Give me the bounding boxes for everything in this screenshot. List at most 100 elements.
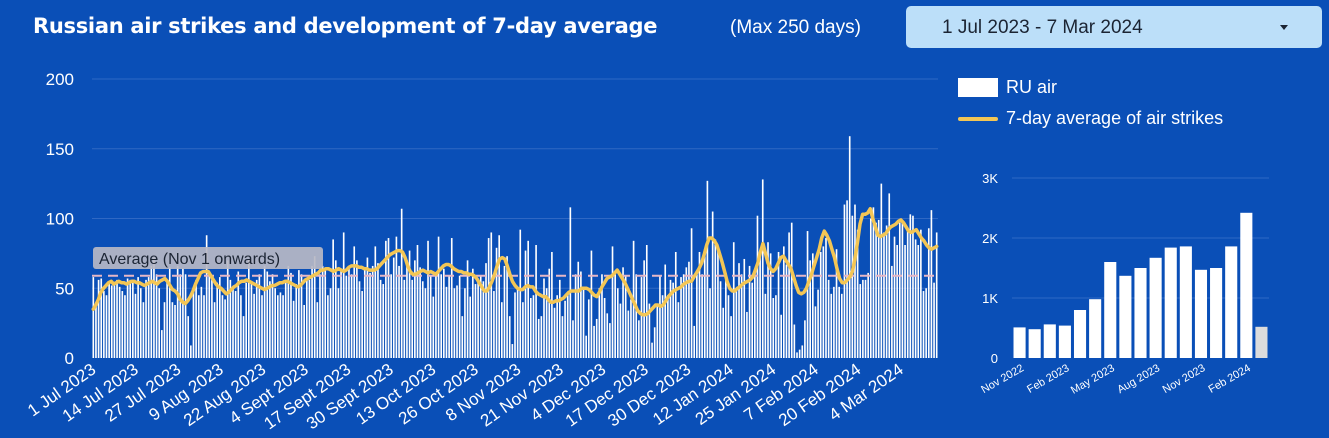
strike-bar (466, 260, 469, 358)
strike-bar (616, 288, 619, 358)
monthly-bar (1255, 326, 1268, 358)
strike-bar (242, 316, 245, 358)
main-y-tick-label: 50 (55, 279, 74, 298)
strike-bar (804, 320, 806, 358)
strike-bar (295, 284, 298, 358)
strike-bar (487, 238, 490, 358)
mini-y-tick-label: 0 (991, 351, 998, 366)
strike-bar (464, 288, 466, 358)
strike-bar (706, 180, 709, 358)
strike-bar (648, 303, 651, 358)
strike-bar (147, 277, 150, 358)
strike-bar (859, 284, 862, 358)
strike-bar (814, 306, 817, 358)
strike-bar (103, 291, 105, 358)
strike-bar (601, 274, 603, 358)
monthly-bar (1149, 257, 1162, 358)
strike-bar (153, 257, 155, 358)
strike-bar (356, 260, 358, 358)
strike-bar (661, 295, 664, 358)
strike-bar (872, 207, 875, 358)
strike-bar (667, 295, 669, 358)
strike-bar (350, 274, 353, 358)
strike-bar (448, 275, 450, 358)
strike-bar (414, 260, 416, 358)
strike-bar (419, 267, 421, 358)
strike-bar (271, 274, 274, 358)
mini-x-tick-label: Aug 2023 (1115, 362, 1162, 396)
strike-bar (472, 268, 474, 358)
strike-bar (651, 342, 653, 358)
strike-bar (527, 240, 529, 358)
average-line (91, 206, 939, 317)
strike-bar (132, 281, 134, 358)
strike-bar (187, 316, 190, 358)
mini-y-tick-label: 2K (982, 231, 998, 246)
strike-bar (134, 293, 137, 358)
date-range-dropdown[interactable]: 1 Jul 2023 - 7 Mar 2024 (906, 6, 1322, 48)
strike-bar (234, 291, 237, 358)
strike-bar (240, 295, 242, 358)
strike-bar (906, 231, 909, 358)
chevron-down-icon (1280, 25, 1288, 30)
strike-bar (819, 251, 822, 358)
strike-bar (877, 219, 880, 358)
strike-bar (790, 222, 793, 358)
strike-bar (856, 229, 859, 358)
strike-bar (577, 261, 580, 358)
strike-bar (458, 275, 461, 358)
strike-bar (598, 288, 601, 358)
strike-bar (269, 281, 271, 358)
strike-bar (622, 267, 624, 358)
monthly-bar (1240, 212, 1253, 358)
mini-x-tick-label: Nov 2022 (979, 362, 1026, 396)
strike-bar (627, 310, 630, 358)
strike-bar (811, 253, 814, 358)
strike-bar (659, 275, 661, 358)
strike-bar (653, 327, 656, 358)
strike-bar (709, 288, 711, 358)
strike-bar (783, 246, 785, 358)
strike-bar (440, 274, 443, 358)
strike-bar (569, 207, 572, 358)
strike-bar (237, 271, 240, 358)
strike-bar (334, 260, 337, 358)
strike-bar (867, 272, 869, 358)
strike-bar (316, 302, 319, 358)
strike-bar (126, 278, 129, 358)
legend-bar-swatch (958, 78, 998, 97)
main-y-tick-label: 0 (65, 349, 74, 368)
strike-bar (192, 292, 195, 358)
strike-bar (775, 295, 777, 358)
strike-bar (342, 232, 345, 358)
strike-bar (574, 274, 577, 358)
strike-bar (482, 281, 485, 358)
mini-y-tick-label: 3K (982, 171, 998, 186)
strike-bar (619, 303, 622, 358)
mini-x-tick-label: Feb 2023 (1025, 362, 1071, 396)
strike-bar (298, 270, 300, 358)
strike-bar (219, 277, 221, 358)
strike-bar (213, 302, 216, 358)
strike-bar (730, 316, 732, 358)
strike-bar (680, 277, 682, 358)
strike-bar (377, 263, 379, 358)
strike-bar (806, 231, 809, 358)
strike-bar (595, 318, 598, 358)
strike-bar (656, 306, 659, 358)
strike-bar (121, 291, 124, 358)
strike-bar (474, 284, 477, 358)
strike-bar (761, 179, 764, 358)
strike-bar (543, 278, 545, 358)
strike-bar (727, 295, 730, 358)
annotation-label: Average (Nov 1 onwards) (99, 251, 280, 268)
legend-label-7-day-average: 7-day average of air strikes (1006, 108, 1224, 128)
strike-bar (885, 225, 888, 358)
strike-bar (432, 296, 435, 358)
strike-bar (524, 250, 527, 358)
strike-bar (696, 274, 698, 358)
strike-bar (540, 316, 543, 358)
strike-bar (408, 250, 411, 358)
strike-bar (353, 246, 356, 358)
strike-bar (545, 288, 548, 358)
